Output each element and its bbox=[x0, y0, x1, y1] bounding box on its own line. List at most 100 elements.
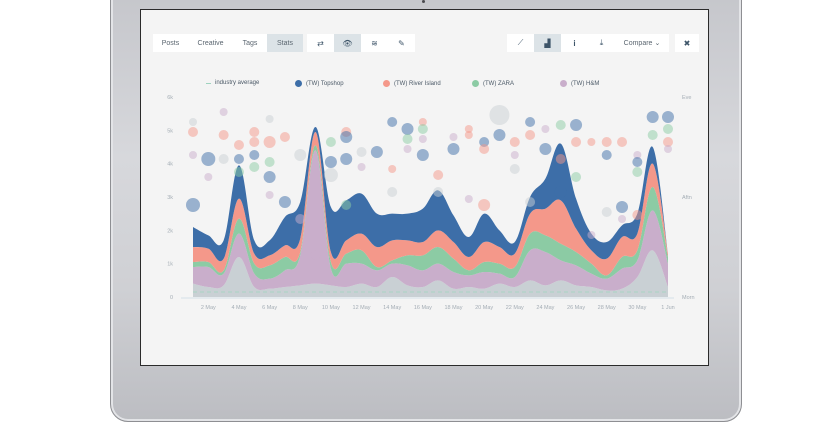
bubble-topshop[interactable] bbox=[539, 143, 552, 155]
bubble-baseline[interactable] bbox=[387, 187, 398, 197]
bubble-zara[interactable] bbox=[341, 200, 352, 210]
bubble-topshop[interactable] bbox=[493, 129, 506, 141]
bubble-hm[interactable] bbox=[541, 125, 550, 133]
bubble-topshop[interactable] bbox=[340, 153, 353, 165]
eye-icon[interactable]: 👁 bbox=[334, 34, 361, 52]
bubble-topshop[interactable] bbox=[525, 117, 536, 127]
bubble-river_island[interactable] bbox=[418, 118, 427, 126]
legend-item-zara[interactable]: (TW) ZARA bbox=[472, 80, 514, 87]
bubble-zara[interactable] bbox=[663, 124, 673, 134]
bubble-topshop[interactable] bbox=[263, 171, 276, 183]
bubble-baseline[interactable] bbox=[323, 168, 338, 182]
bubble-hm[interactable] bbox=[310, 250, 321, 260]
download-icon[interactable]: ⤓ bbox=[588, 34, 615, 52]
bubble-hm[interactable] bbox=[449, 133, 458, 141]
bubble-topshop[interactable] bbox=[201, 152, 216, 166]
tab-tags[interactable]: Tags bbox=[233, 34, 267, 52]
bubble-zara[interactable] bbox=[555, 120, 566, 130]
legend-item-topshop[interactable]: (TW) Topshop bbox=[295, 80, 344, 87]
bubble-hm[interactable] bbox=[587, 231, 596, 239]
bubble-river_island[interactable] bbox=[249, 137, 260, 147]
bubble-hm[interactable] bbox=[618, 215, 627, 223]
compare-dropdown[interactable]: Compare ⌄ bbox=[615, 34, 669, 52]
bubble-baseline[interactable] bbox=[294, 149, 307, 161]
line-chart-icon[interactable]: ⟋ bbox=[507, 34, 534, 52]
bubble-river_island[interactable] bbox=[509, 137, 520, 147]
bubble-hm[interactable] bbox=[265, 191, 274, 199]
bubble-zara[interactable] bbox=[325, 137, 336, 147]
bubble-river_island[interactable] bbox=[433, 170, 444, 180]
bubble-river_island[interactable] bbox=[663, 137, 673, 147]
bubble-hm[interactable] bbox=[633, 151, 642, 159]
bubble-topshop[interactable] bbox=[324, 156, 337, 168]
bubble-river_island[interactable] bbox=[571, 137, 582, 147]
bubble-baseline[interactable] bbox=[189, 118, 197, 126]
bubble-topshop[interactable] bbox=[616, 201, 629, 213]
bubble-river_island[interactable] bbox=[218, 130, 229, 140]
tab-stats[interactable]: Stats bbox=[267, 34, 303, 52]
bubble-topshop[interactable] bbox=[370, 146, 383, 158]
bubble-hm[interactable] bbox=[295, 214, 306, 224]
bubble-topshop[interactable] bbox=[340, 131, 353, 143]
bubble-hm[interactable] bbox=[357, 163, 366, 171]
bubble-river_island[interactable] bbox=[464, 125, 473, 133]
bubble-topshop[interactable] bbox=[662, 111, 674, 123]
bubble-topshop[interactable] bbox=[233, 154, 244, 164]
area-chart-icon[interactable]: ▟ bbox=[534, 34, 561, 52]
bubble-topshop[interactable] bbox=[249, 150, 260, 160]
pen-icon[interactable]: ✎ bbox=[388, 34, 415, 52]
bubble-topshop[interactable] bbox=[646, 111, 659, 123]
wifi-icon[interactable]: ≋ bbox=[361, 34, 388, 52]
bubble-zara[interactable] bbox=[571, 172, 582, 182]
bubble-river_island[interactable] bbox=[188, 127, 198, 137]
bubble-baseline[interactable] bbox=[489, 105, 510, 125]
bubble-baseline[interactable] bbox=[356, 147, 367, 157]
bubble-river_island[interactable] bbox=[388, 165, 397, 173]
bubble-topshop[interactable] bbox=[601, 150, 612, 160]
bubble-hm[interactable] bbox=[510, 151, 519, 159]
bubble-zara[interactable] bbox=[417, 124, 428, 134]
tab-posts[interactable]: Posts bbox=[153, 34, 188, 52]
bubble-river_island[interactable] bbox=[601, 137, 612, 147]
bubble-hm[interactable] bbox=[219, 108, 228, 116]
bubble-zara[interactable] bbox=[402, 134, 413, 144]
tab-creative[interactable]: Creative bbox=[188, 34, 233, 52]
bubble-topshop[interactable] bbox=[570, 119, 583, 131]
bubble-hm[interactable] bbox=[189, 151, 197, 159]
bubble-topshop[interactable] bbox=[278, 196, 291, 208]
bubble-baseline[interactable] bbox=[265, 115, 274, 123]
bubble-river_island[interactable] bbox=[555, 154, 566, 164]
bubble-topshop[interactable] bbox=[232, 186, 245, 198]
bubble-topshop[interactable] bbox=[387, 117, 398, 127]
info-icon[interactable]: i bbox=[561, 34, 588, 52]
bubble-zara[interactable] bbox=[632, 167, 643, 177]
bubble-topshop[interactable] bbox=[632, 157, 643, 167]
bubble-baseline[interactable] bbox=[218, 154, 229, 164]
bubble-baseline[interactable] bbox=[601, 207, 612, 217]
retweet-icon[interactable]: ⇄ bbox=[307, 34, 334, 52]
bubble-baseline[interactable] bbox=[525, 197, 536, 207]
bubble-topshop[interactable] bbox=[186, 198, 200, 212]
bubble-zara[interactable] bbox=[647, 130, 658, 140]
bubble-hm[interactable] bbox=[418, 135, 427, 143]
bubble-zara[interactable] bbox=[233, 167, 244, 177]
bubble-river_island[interactable] bbox=[617, 137, 628, 147]
bubble-hm[interactable] bbox=[664, 145, 672, 153]
bubble-zara[interactable] bbox=[264, 157, 275, 167]
close-icon[interactable]: ✖ bbox=[675, 34, 699, 52]
bubble-river_island[interactable] bbox=[464, 131, 473, 139]
bubble-river_island[interactable] bbox=[233, 140, 244, 150]
legend-item-river-island[interactable]: (TW) River Island bbox=[383, 80, 441, 87]
bubble-river_island[interactable] bbox=[632, 210, 643, 220]
bubble-hm[interactable] bbox=[464, 195, 473, 203]
bubble-river_island[interactable] bbox=[479, 144, 490, 154]
bubble-topshop[interactable] bbox=[401, 123, 414, 135]
bubble-hm[interactable] bbox=[403, 145, 412, 153]
bubble-river_island[interactable] bbox=[525, 130, 536, 140]
bubble-topshop[interactable] bbox=[416, 149, 429, 161]
legend-item-industry-average[interactable]: industry average bbox=[206, 80, 259, 86]
bubble-river_island[interactable] bbox=[263, 136, 276, 148]
bubble-river_island[interactable] bbox=[279, 132, 290, 142]
bubble-topshop[interactable] bbox=[479, 137, 490, 147]
legend-item-hm[interactable]: (TW) H&M bbox=[560, 80, 599, 87]
